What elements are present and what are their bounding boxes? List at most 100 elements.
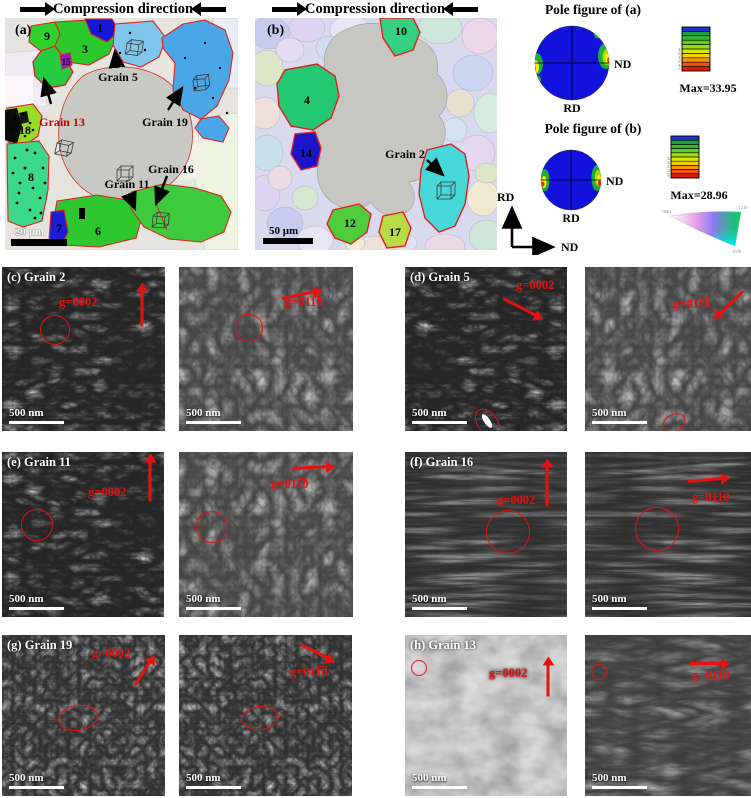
compression-header-b: Compression direction bbox=[250, 0, 500, 18]
tem-image-e-g0002: (e) Grain 11 g=0002 500 nm bbox=[2, 452, 164, 617]
pole-figures: Pole figure of (a) ND RD bbox=[497, 2, 749, 255]
compression-header-a: Compression direction bbox=[0, 0, 246, 18]
grain-19-label: Grain 19 bbox=[142, 115, 188, 129]
grain-number: 9 bbox=[44, 29, 50, 43]
nd-label-b: ND bbox=[606, 174, 624, 188]
grain-2-arrow bbox=[424, 157, 445, 177]
tem-image-f-g0110: g=011̅0 500 nm bbox=[585, 452, 751, 617]
pole-figure-b-title: Pole figure of (b) bbox=[545, 121, 642, 136]
panel-b-tag: (b) bbox=[267, 23, 284, 38]
tem-image-f-g0002: (f) Grain 16 g=0002 500 nm bbox=[405, 452, 567, 617]
grain-16-label: Grain 16 bbox=[148, 162, 194, 176]
g-vector-0110-label: g=011̅0 bbox=[271, 477, 309, 491]
g-vector-arrow bbox=[690, 657, 730, 670]
g-vector-arrow bbox=[140, 290, 144, 327]
tem-panel-label: (e) Grain 11 bbox=[7, 455, 71, 469]
grain-dots bbox=[11, 31, 229, 220]
grain-2-label: Grain 2 bbox=[385, 147, 425, 161]
tem-scale-bar: 500 nm bbox=[592, 407, 647, 424]
tem-image-d-g0002: (d) Grain 5 g=0002 500 nm bbox=[405, 267, 567, 431]
grain-number: 1 bbox=[97, 21, 103, 35]
color-scale-a: 5 10 15 20 25 30 bbox=[678, 26, 711, 72]
dislocation-circle bbox=[635, 507, 679, 551]
dislocation-circle bbox=[591, 664, 607, 680]
ipf-triangle-legend: 0001 1̅21̅0 011̅0 bbox=[663, 205, 749, 254]
tem-scale-bar: 500 nm bbox=[412, 772, 467, 789]
grain-number: 8 bbox=[28, 170, 34, 184]
nd-label-a: ND bbox=[614, 57, 632, 71]
grain-number: 4 bbox=[304, 93, 310, 107]
g-vector-0002-label: g=0002 bbox=[489, 666, 528, 680]
g-vector-0002-label: g=0002 bbox=[59, 295, 98, 309]
max-value-b: Max=28.96 bbox=[670, 188, 727, 202]
grain-number: 15 bbox=[62, 57, 72, 67]
tem-panel-label: (f) Grain 16 bbox=[410, 455, 474, 469]
ipf-corner-1210: 1̅21̅0 bbox=[739, 205, 749, 210]
pastel-mosaic bbox=[255, 18, 497, 250]
right-arrow-icon bbox=[19, 1, 55, 16]
max-value-a: Max=33.95 bbox=[679, 81, 736, 95]
tem-scale-bar: 500 nm bbox=[592, 593, 647, 610]
tem-image-g-g0002: (g) Grain 19 g=0002 500 nm bbox=[2, 635, 165, 796]
grain-number: 14 bbox=[300, 146, 312, 160]
grain-number: 12 bbox=[344, 216, 356, 230]
tem-image-g-g0110: g=011̅0 500 nm bbox=[179, 635, 352, 796]
orientation-cubes-a bbox=[54, 39, 211, 229]
scale-label-a: 20 μm bbox=[15, 226, 44, 238]
tem-panel-label: (d) Grain 5 bbox=[410, 270, 470, 284]
ipf-corner-0110: 011̅0 bbox=[733, 249, 743, 254]
axes-rd-label: RD bbox=[497, 190, 515, 204]
grain-11-label: Grain 11 bbox=[104, 177, 149, 191]
grain-number: 7 bbox=[56, 221, 62, 235]
left-arrow-icon bbox=[443, 1, 479, 16]
tem-panel-label: (c) Grain 2 bbox=[7, 270, 66, 284]
g-vector-0110-label: g=011̅0 bbox=[673, 297, 711, 311]
tem-panel-label: (h) Grain 13 bbox=[410, 638, 476, 652]
orientation-cube-b bbox=[436, 181, 456, 200]
color-scale-b-ticks: 4 8 12 16 20 24 bbox=[667, 157, 671, 177]
grain-number: 17 bbox=[389, 225, 401, 239]
ebsd-map-a: (a) 9 1 3 15 18 8 7 6 Grain 5 Grain 13 G… bbox=[5, 18, 238, 250]
pole-figure-a-title: Pole figure of (a) bbox=[545, 2, 641, 17]
axes-nd-label: ND bbox=[561, 240, 579, 254]
rd-label-a: RD bbox=[563, 101, 581, 115]
tem-scale-bar: 500 nm bbox=[9, 407, 64, 424]
tem-image-e-g0110: g=011̅0 500 nm bbox=[179, 452, 353, 617]
tem-scale-bar: 500 nm bbox=[412, 407, 467, 424]
panel-a-tag: (a) bbox=[15, 23, 32, 38]
dislocation-circle bbox=[21, 509, 53, 541]
g-vector-0110-label: g=011̅0 bbox=[692, 490, 730, 504]
g-vector-0110-label: g=011̅0 bbox=[692, 668, 730, 682]
g-vector-arrow bbox=[545, 466, 549, 507]
grain-number: 10 bbox=[395, 24, 407, 38]
tem-image-h-g0110: g=011̅0 500 nm bbox=[585, 635, 751, 796]
tem-panel-label: (g) Grain 19 bbox=[7, 638, 73, 652]
grain-number: 3 bbox=[82, 42, 88, 56]
tem-image-h-g0002: (h) Grain 13 g=0002 500 nm bbox=[405, 635, 567, 796]
tem-image-d-g0110: g=011̅0 500 nm bbox=[585, 267, 751, 431]
g-vector-arrow bbox=[148, 461, 152, 502]
grain-number: 18 bbox=[19, 123, 31, 137]
rd-label-b: RD bbox=[562, 211, 580, 225]
g-vector-0110-label: g=011̅0 bbox=[290, 665, 328, 679]
g-vector-0110-label: g=011̅0 bbox=[285, 295, 323, 309]
scale-bar-b bbox=[263, 238, 313, 244]
g-vector-0002-label: g=0002 bbox=[88, 485, 127, 499]
sample-axes: RD ND bbox=[497, 190, 579, 255]
g-vector-arrow bbox=[546, 664, 550, 697]
tem-image-c-g0002: (c) Grain 2 g=0002 500 nm bbox=[2, 267, 165, 431]
label-arrows-a bbox=[40, 48, 184, 212]
ebsd-map-b: (b) 10 4 14 12 17 Grain 2 50 μm bbox=[255, 18, 497, 250]
g-vector-0002-label: g=0002 bbox=[516, 278, 555, 292]
compression-direction-label-a: Compression direction bbox=[52, 0, 194, 17]
dislocation-circle bbox=[411, 660, 427, 676]
tem-scale-bar: 500 nm bbox=[9, 772, 64, 789]
tem-scale-bar: 500 nm bbox=[186, 407, 241, 424]
grain-5-label: Grain 5 bbox=[98, 70, 138, 84]
dislocation-circle bbox=[486, 510, 530, 554]
tem-scale-bar: 500 nm bbox=[412, 593, 467, 610]
scale-label-b: 50 μm bbox=[269, 225, 298, 237]
grain-13-label: Grain 13 bbox=[39, 115, 85, 129]
tem-scale-bar: 500 nm bbox=[9, 593, 64, 610]
